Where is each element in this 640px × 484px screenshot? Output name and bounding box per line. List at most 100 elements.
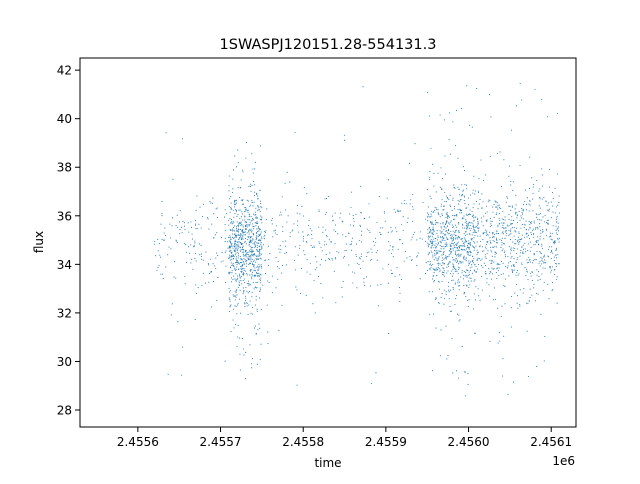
data-point	[443, 119, 445, 121]
data-point	[451, 270, 453, 272]
data-point	[374, 237, 376, 239]
data-point	[436, 260, 438, 262]
data-point	[441, 239, 443, 241]
data-point	[463, 166, 465, 168]
data-point	[401, 202, 403, 204]
data-point	[280, 249, 282, 251]
data-point	[538, 271, 540, 273]
data-point	[450, 237, 452, 239]
data-point	[235, 244, 238, 246]
data-point	[463, 232, 465, 235]
data-point	[382, 227, 384, 229]
data-point	[466, 225, 468, 227]
data-point	[500, 273, 502, 276]
data-point	[419, 237, 421, 239]
data-point	[303, 215, 305, 217]
data-point	[282, 230, 284, 232]
data-point	[536, 250, 538, 252]
data-point	[450, 252, 452, 254]
data-point	[377, 284, 379, 286]
data-point	[550, 235, 552, 237]
data-point	[433, 313, 435, 315]
data-point	[333, 270, 335, 272]
data-point	[249, 274, 251, 276]
data-point	[320, 246, 322, 248]
data-point	[257, 273, 259, 275]
data-point	[452, 226, 454, 229]
data-point	[244, 300, 246, 302]
data-point	[443, 262, 445, 264]
data-point	[492, 211, 494, 213]
data-point	[243, 348, 245, 350]
data-point	[241, 230, 243, 232]
data-point	[456, 270, 458, 273]
data-point	[539, 213, 541, 215]
data-point	[211, 306, 213, 308]
data-point	[516, 258, 518, 261]
data-point	[539, 252, 541, 254]
data-point	[556, 263, 558, 265]
data-point	[543, 360, 545, 362]
data-point	[451, 234, 453, 236]
data-point	[461, 240, 463, 242]
data-point	[254, 211, 256, 213]
data-point	[558, 226, 560, 228]
data-point	[489, 155, 491, 157]
data-point	[398, 239, 401, 241]
data-point	[220, 261, 222, 263]
data-point	[243, 354, 245, 356]
data-point	[433, 253, 435, 255]
data-point	[438, 268, 440, 270]
data-point	[390, 272, 393, 275]
data-point	[242, 226, 244, 228]
data-point	[445, 293, 447, 296]
data-point	[391, 230, 393, 232]
data-point	[454, 218, 456, 220]
data-point	[534, 258, 536, 261]
data-point	[256, 287, 258, 289]
data-point	[264, 234, 266, 236]
data-point	[441, 188, 443, 190]
data-point	[526, 203, 528, 205]
data-point	[251, 271, 254, 273]
data-point	[165, 234, 167, 236]
data-point	[458, 253, 460, 255]
data-point	[237, 245, 239, 247]
data-point	[550, 257, 552, 260]
data-point	[546, 222, 548, 224]
data-point	[308, 220, 310, 222]
data-point	[504, 227, 506, 229]
data-point	[457, 266, 459, 268]
data-point	[439, 114, 441, 116]
data-point	[235, 292, 237, 294]
data-point	[524, 201, 526, 203]
data-point	[302, 235, 304, 238]
data-point	[511, 270, 514, 272]
data-point	[447, 354, 449, 356]
data-point	[161, 238, 163, 240]
data-point	[457, 282, 459, 284]
data-point	[518, 210, 520, 213]
data-point	[243, 232, 245, 234]
data-point	[502, 273, 504, 275]
data-point	[232, 294, 234, 296]
data-point	[240, 234, 242, 236]
data-point	[259, 189, 261, 191]
data-point	[441, 246, 443, 248]
data-point	[256, 232, 258, 234]
data-point	[547, 116, 549, 118]
data-point	[231, 256, 233, 258]
data-point	[252, 255, 254, 257]
data-point	[234, 239, 236, 241]
data-point	[228, 273, 230, 275]
data-point	[260, 218, 263, 220]
data-point	[254, 191, 256, 193]
data-point	[503, 251, 505, 254]
data-point	[489, 246, 491, 249]
data-point	[260, 244, 262, 246]
data-point	[474, 332, 476, 334]
data-point	[236, 221, 238, 223]
data-point	[356, 262, 358, 264]
data-point	[469, 243, 471, 245]
data-point	[455, 253, 457, 256]
